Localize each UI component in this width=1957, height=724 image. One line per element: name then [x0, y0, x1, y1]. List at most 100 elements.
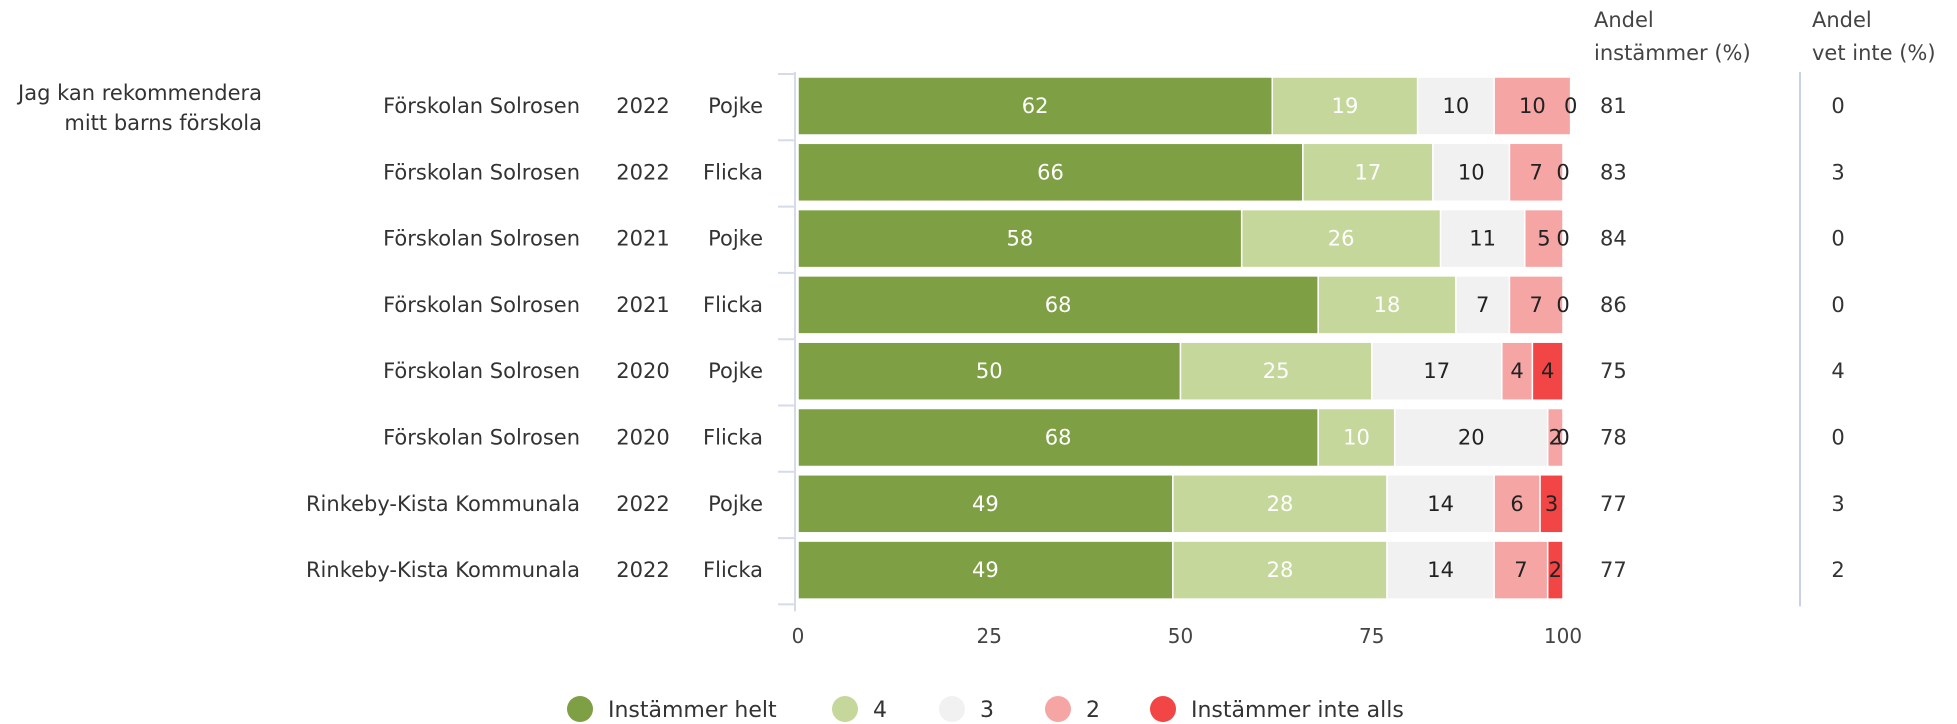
bar-segment: [1508, 275, 1564, 335]
bar-value-label: 7: [1530, 160, 1543, 184]
bar-value-label: 0: [1556, 293, 1569, 317]
bar-segment: [797, 341, 1182, 401]
andel-vet-inte-value: 0: [1831, 293, 1844, 317]
bar-value-label: 4: [1510, 359, 1523, 383]
bar-value-label: 68: [1045, 426, 1072, 450]
header-andel-instammer: instämmer (%): [1594, 41, 1751, 65]
bar-value-label: 14: [1427, 492, 1454, 516]
bar-value-label: 17: [1423, 359, 1450, 383]
bar-value-label: 19: [1332, 94, 1359, 118]
legend-item[interactable]: Instämmer helt: [567, 696, 777, 723]
bar-segment: [1317, 275, 1457, 335]
bar-segment: [1546, 407, 1564, 468]
bar-rows: Förskolan Solrosen 2022 Pojke 62 19 10 10 0 81 0F…: [306, 76, 1845, 600]
bar-value-label: 20: [1458, 426, 1485, 450]
legend-item[interactable]: 4: [832, 696, 887, 723]
gender-label: Flicka: [703, 558, 763, 582]
legend: Instämmer helt 4 3 2 Instämmer inte alls: [567, 696, 1404, 723]
legend-swatch: [832, 696, 858, 722]
andel-vet-inte-value: 3: [1831, 492, 1844, 516]
bar-segment: [797, 407, 1319, 468]
andel-vet-inte-value: 3: [1831, 160, 1844, 184]
school-label: Förskolan Solrosen: [383, 160, 580, 184]
andel-instammer-value: 81: [1600, 94, 1627, 118]
bar-value-label: 2: [1549, 558, 1562, 582]
legend-swatch: [1045, 696, 1071, 722]
bar-value-label: 14: [1427, 558, 1454, 582]
bar-segment: [1317, 407, 1396, 468]
bar-value-label: 6: [1510, 492, 1523, 516]
bar-value-label: 62: [1022, 94, 1049, 118]
legend-swatch: [1150, 696, 1176, 722]
bar-segment: [1524, 208, 1564, 269]
gender-label: Pojke: [708, 227, 763, 251]
question-text-line: mitt barns förskola: [64, 111, 262, 135]
bar-value-label: 10: [1443, 94, 1470, 118]
andel-instammer-value: 84: [1600, 227, 1627, 251]
andel-instammer-value: 83: [1600, 160, 1627, 184]
gender-label: Pojke: [708, 359, 763, 383]
andel-vet-inte-value: 2: [1831, 558, 1844, 582]
x-tick-label: 50: [1168, 624, 1193, 648]
year-label: 2021: [616, 227, 669, 251]
bar-value-label: 28: [1267, 558, 1294, 582]
legend-item[interactable]: 2: [1045, 696, 1100, 723]
andel-instammer-value: 78: [1600, 426, 1627, 450]
bar-value-label: 18: [1374, 293, 1401, 317]
legend-item[interactable]: 3: [939, 696, 994, 723]
legend-label: Instämmer helt: [608, 698, 777, 723]
question-label: Jag kan rekommendera mitt barns förskola: [16, 81, 262, 135]
year-label: 2021: [616, 293, 669, 317]
bar-value-label: 5: [1537, 227, 1550, 251]
bar-segment: [1493, 76, 1572, 136]
bar-row: Förskolan Solrosen 2021 Pojke 58 26 11 5 0 84 0: [383, 208, 1845, 269]
bar-segment: [1531, 341, 1564, 401]
andel-vet-inte-value: 0: [1831, 227, 1844, 251]
bar-segment: [1240, 208, 1442, 269]
bar-value-label: 7: [1530, 293, 1543, 317]
school-label: Rinkeby-Kista Kommunala: [306, 492, 580, 516]
bar-segment: [1546, 540, 1564, 600]
bar-segment: [1371, 341, 1503, 401]
bar-segment: [1172, 474, 1388, 534]
bar-segment: [1539, 474, 1564, 534]
legend-swatch: [567, 696, 593, 722]
legend-label: 4: [873, 698, 887, 723]
bar-segment: [1302, 142, 1434, 203]
year-label: 2022: [616, 492, 669, 516]
bar-row: Rinkeby-Kista Kommunala 2022 Pojke 49 28 14 6 3…: [306, 474, 1845, 534]
bar-value-label: 10: [1519, 94, 1546, 118]
gender-label: Flicka: [703, 293, 763, 317]
bar-value-label: 26: [1328, 227, 1355, 251]
x-tick-label: 100: [1544, 624, 1582, 648]
x-tick-label: 25: [977, 624, 1002, 648]
bar-value-label: 49: [972, 558, 999, 582]
header-andel-instammer: Andel: [1594, 8, 1654, 32]
bar-segment: [1432, 142, 1511, 203]
bar-value-label: 0: [1556, 160, 1569, 184]
axis-frame: [778, 72, 1801, 612]
andel-vet-inte-value: 0: [1831, 94, 1844, 118]
bar-value-label: 0: [1556, 227, 1569, 251]
bar-value-label: 4: [1541, 359, 1554, 383]
andel-instammer-value: 77: [1600, 558, 1627, 582]
bar-segment: [797, 76, 1274, 136]
bar-segment: [797, 275, 1319, 335]
bar-segment: [1393, 407, 1549, 468]
bar-row: Förskolan Solrosen 2020 Flicka 68 10 20 20 78 0: [383, 407, 1845, 468]
bar-segment: [797, 142, 1304, 203]
x-tick-label: 0: [792, 624, 805, 648]
column-headers: Andel instämmer (%) Andel vet inte (%): [1594, 8, 1936, 65]
year-label: 2020: [616, 426, 669, 450]
bar-segment: [1179, 341, 1373, 401]
andel-instammer-value: 75: [1600, 359, 1627, 383]
legend-item[interactable]: Instämmer inte alls: [1150, 696, 1404, 723]
gender-label: Flicka: [703, 426, 763, 450]
bar-row: Förskolan Solrosen 2020 Pojke 50 25 17 4 4 75 4: [383, 341, 1845, 401]
bar-value-label: 49: [972, 492, 999, 516]
bar-segment: [1493, 474, 1541, 534]
bar-row: Förskolan Solrosen 2021 Flicka 68 18 7 7 0 86 0: [383, 275, 1845, 335]
bar-value-label: 0: [1564, 94, 1577, 118]
school-label: Förskolan Solrosen: [383, 94, 580, 118]
school-label: Förskolan Solrosen: [383, 293, 580, 317]
